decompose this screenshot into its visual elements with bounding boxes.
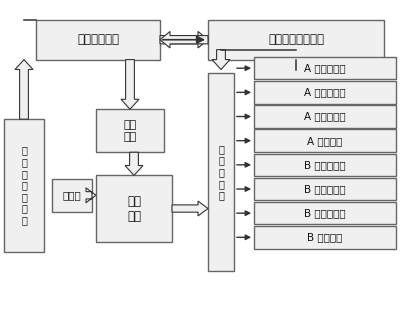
- FancyArrow shape: [86, 188, 96, 203]
- Text: 电子
开关: 电子 开关: [127, 195, 141, 222]
- FancyArrow shape: [160, 31, 208, 48]
- Bar: [4, 119, 44, 252]
- Text: 可编程逻辑控制器: 可编程逻辑控制器: [268, 33, 324, 46]
- Text: B 电阻负载: B 电阻负载: [307, 232, 343, 242]
- Text: 交
流
接
触
器: 交 流 接 触 器: [218, 144, 224, 200]
- Bar: [52, 179, 92, 212]
- Bar: [208, 20, 384, 60]
- FancyArrow shape: [15, 60, 33, 119]
- Bar: [96, 175, 172, 242]
- Bar: [254, 226, 396, 249]
- FancyArrow shape: [125, 152, 143, 175]
- FancyArrow shape: [172, 201, 208, 216]
- FancyArrow shape: [121, 60, 139, 109]
- Bar: [254, 105, 396, 128]
- Bar: [254, 154, 396, 176]
- Bar: [254, 57, 396, 79]
- Bar: [96, 109, 164, 152]
- FancyArrow shape: [212, 50, 230, 70]
- Bar: [254, 129, 396, 152]
- Text: 温
度
数
据
采
集
器: 温 度 数 据 采 集 器: [21, 146, 27, 225]
- Text: B 电动机负载: B 电动机负载: [304, 208, 346, 218]
- Bar: [254, 81, 396, 104]
- Text: A 电阻负载: A 电阻负载: [307, 136, 343, 146]
- Text: 计算机控制端: 计算机控制端: [77, 33, 119, 46]
- Bar: [208, 73, 234, 271]
- Bar: [36, 20, 160, 60]
- Bar: [254, 202, 396, 224]
- Bar: [254, 178, 396, 200]
- Text: A 白炽灯负载: A 白炽灯负载: [304, 63, 346, 73]
- Text: A 电动机负载: A 电动机负载: [304, 112, 346, 121]
- Text: 热电偶: 热电偶: [63, 190, 81, 200]
- Text: B 白炽灯负载: B 白炽灯负载: [304, 160, 346, 170]
- Text: B 荧光灯负载: B 荧光灯负载: [304, 184, 346, 194]
- FancyArrow shape: [160, 31, 208, 48]
- Text: 变频
电源: 变频 电源: [123, 120, 137, 142]
- Text: A 荧光灯负载: A 荧光灯负载: [304, 87, 346, 97]
